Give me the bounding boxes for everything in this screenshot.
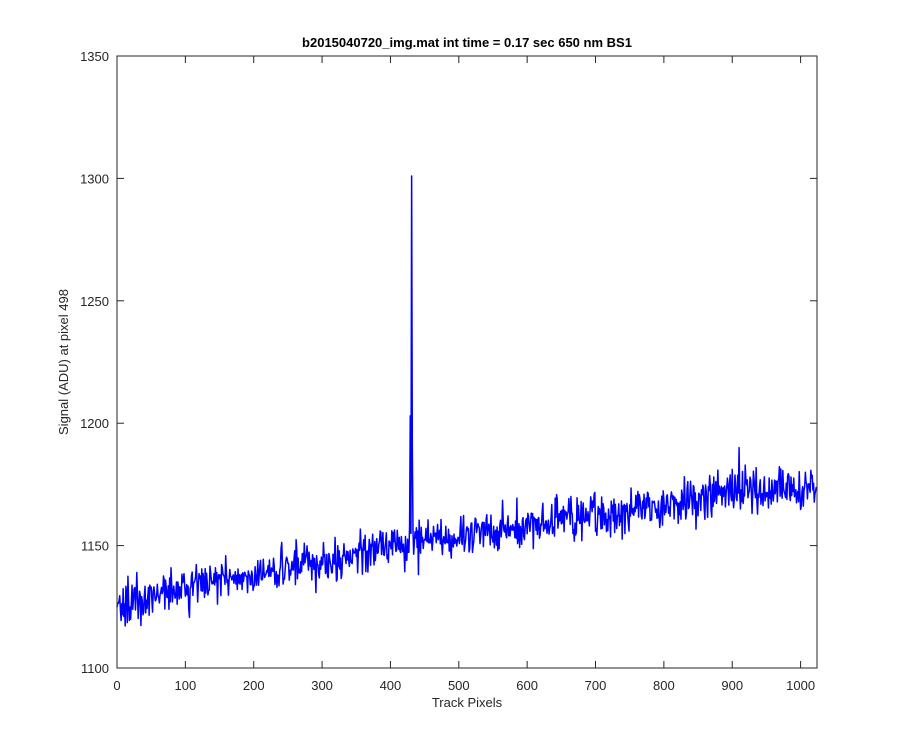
x-axis-label: Track Pixels xyxy=(432,695,503,710)
x-tick-label: 1000 xyxy=(786,678,815,693)
chart-title: b2015040720_img.mat int time = 0.17 sec … xyxy=(302,35,632,50)
x-tick-label: 400 xyxy=(380,678,402,693)
y-tick-label: 1300 xyxy=(80,171,109,186)
plot-frame xyxy=(116,55,818,669)
y-axis-ticks: 1100 1150 1200 1250 1300 1350 xyxy=(80,49,817,676)
plot-area xyxy=(117,56,817,668)
x-tick-label: 700 xyxy=(585,678,607,693)
x-tick-label: 200 xyxy=(243,678,265,693)
x-tick-label: 600 xyxy=(516,678,538,693)
y-axis-label: Signal (ADU) at pixel 498 xyxy=(56,289,71,435)
y-tick-label: 1100 xyxy=(81,661,109,676)
x-tick-label: 900 xyxy=(721,678,743,693)
series-layer xyxy=(116,175,818,627)
x-axis-ticks: 0 100 200 300 400 500 600 700 800 900 1000 xyxy=(113,56,815,693)
x-tick-label: 100 xyxy=(175,678,197,693)
x-tick-label: 500 xyxy=(448,678,470,693)
y-tick-label: 1200 xyxy=(80,416,109,431)
x-tick-label: 300 xyxy=(311,678,333,693)
y-tick-label: 1150 xyxy=(81,539,109,554)
x-tick-label: 0 xyxy=(113,678,120,693)
y-tick-label: 1250 xyxy=(80,294,109,309)
signal-line xyxy=(116,175,818,627)
y-tick-label: 1350 xyxy=(80,49,109,64)
x-tick-label: 800 xyxy=(653,678,675,693)
